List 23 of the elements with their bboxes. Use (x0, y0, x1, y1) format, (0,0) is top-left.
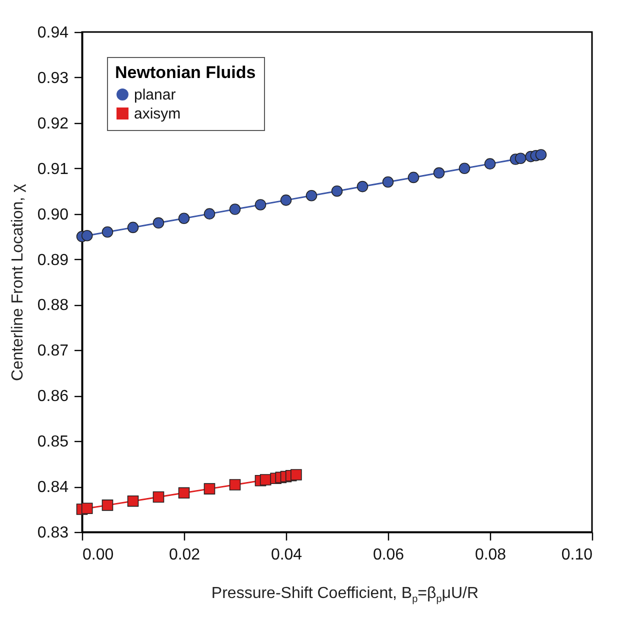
legend-label: planar (134, 86, 176, 104)
y-tick-label: 0.89 (37, 252, 69, 269)
x-tick-label: 0.06 (372, 546, 404, 564)
x-tick-label: 0.00 (82, 546, 114, 564)
y-tick-label: 0.91 (37, 160, 69, 178)
x-tick-label: 0.10 (561, 546, 593, 564)
x-tick-label: 0.02 (168, 546, 200, 564)
y-tick-label: 0.87 (37, 342, 69, 360)
legend-title: Newtonian Fluids (115, 63, 256, 82)
x-axis-title: Pressure-Shift Coefficient, B$_{p}$=β$_{p}$μU/R (210, 585, 480, 606)
y-tick-label: 0.92 (37, 115, 69, 132)
y-tick-label: 0.90 (37, 206, 69, 224)
x-tick-label: 0.08 (474, 546, 506, 564)
x-tick-label: 0.04 (270, 546, 302, 564)
y-tick-label: 0.93 (37, 70, 69, 87)
y-tick-label: 0.84 (37, 479, 69, 496)
legend-label: axisym (134, 106, 181, 122)
y-tick-label: 0.83 (37, 524, 69, 542)
y-tick-label: 0.85 (37, 434, 69, 451)
y-tick-label: 0.94 (37, 24, 69, 42)
y-tick-label: 0.88 (37, 297, 69, 314)
y-tick-label: 0.86 (37, 388, 69, 406)
y-axis-title: Centerline Front Location, χ (9, 183, 26, 381)
